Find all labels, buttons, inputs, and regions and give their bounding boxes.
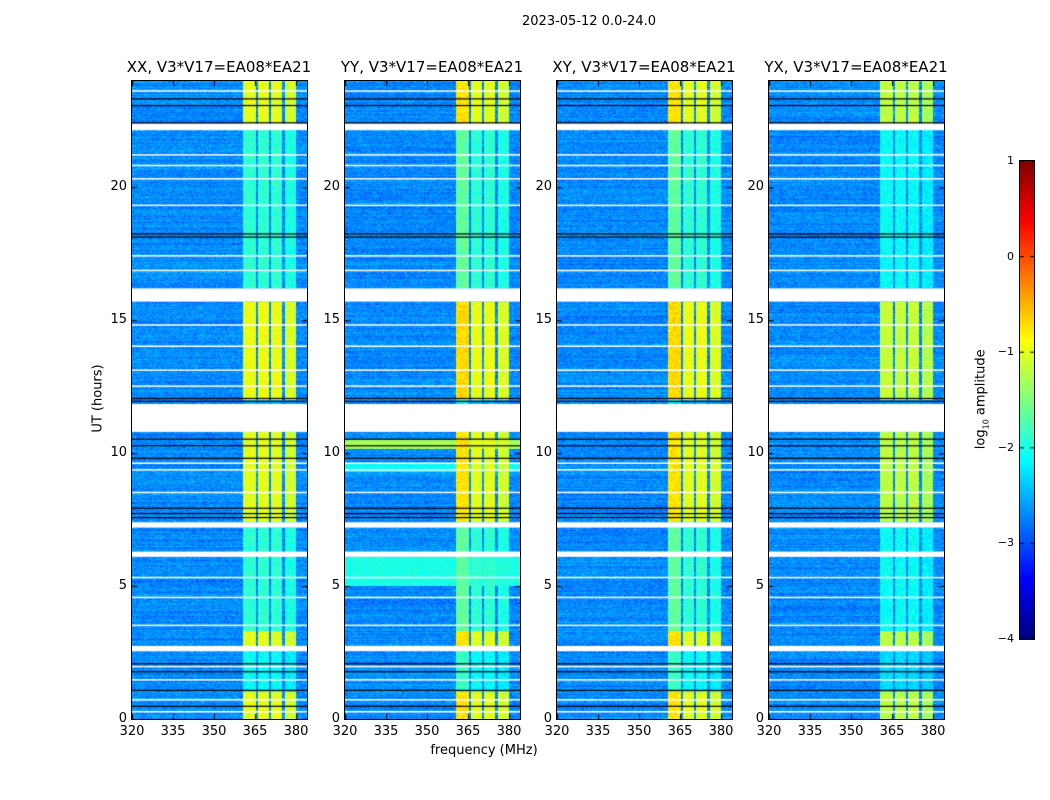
x-tick-label: 335 [160, 724, 186, 739]
panel-title: YX, V3*V17=EA08*EA21 [764, 58, 948, 76]
x-tick-label: 380 [496, 724, 522, 739]
heatmap-image [132, 81, 307, 719]
x-tick-label: 320 [756, 724, 782, 739]
y-tick-label: 15 [535, 312, 552, 328]
y-tick-label: 0 [755, 711, 764, 726]
colorbar [1019, 160, 1035, 640]
heatmap-image [345, 81, 520, 719]
y-tick-label: 20 [110, 179, 127, 195]
panel-title: XX, V3*V17=EA08*EA21 [126, 58, 312, 76]
x-tick-label: 320 [119, 724, 145, 739]
y-tick-label: 20 [747, 179, 764, 195]
x-tick-label: 365 [242, 724, 268, 739]
y-tick-label: 5 [331, 578, 340, 594]
y-tick-label: 10 [323, 445, 340, 461]
y-tick-label: 20 [535, 179, 552, 195]
colorbar-tick-label: −4 [997, 632, 1014, 645]
y-tick-label: 10 [110, 445, 127, 461]
x-tick-label: 365 [455, 724, 481, 739]
heatmap-image [769, 81, 944, 719]
y-tick-label: 15 [747, 312, 764, 328]
heatmap-image [557, 81, 732, 719]
x-tick-label: 335 [797, 724, 823, 739]
y-axis-label: UT (hours) [90, 364, 106, 433]
y-tick-label: 15 [323, 312, 340, 328]
colorbar-tick-label: −1 [997, 345, 1014, 359]
y-tick-label: 10 [535, 445, 552, 461]
figure-title: 2023-05-12 0.0-24.0 [522, 14, 656, 29]
y-tick-label: 5 [118, 578, 127, 594]
y-tick-label: 5 [543, 578, 552, 594]
x-tick-label: 350 [838, 724, 864, 739]
x-tick-label: 380 [708, 724, 734, 739]
x-axis-label: frequency (MHz) [430, 743, 538, 758]
y-tick-label: 15 [110, 312, 127, 328]
y-tick-label: 10 [747, 445, 764, 461]
x-tick-label: 365 [879, 724, 905, 739]
y-tick-label: 0 [543, 711, 552, 726]
x-tick-label: 320 [544, 724, 570, 739]
y-tick-label: 5 [755, 578, 764, 594]
colorbar-label: log10 amplitude [973, 349, 991, 450]
x-tick-label: 380 [283, 724, 309, 739]
heatmap-panel-xx [131, 80, 308, 720]
x-tick-label: 350 [414, 724, 440, 739]
colorbar-tick-label: −3 [997, 536, 1014, 550]
colorbar-tick-label: 0 [1007, 249, 1014, 263]
x-tick-label: 335 [373, 724, 399, 739]
y-tick-label: 20 [323, 179, 340, 195]
x-tick-label: 380 [920, 724, 946, 739]
x-tick-label: 350 [201, 724, 227, 739]
heatmap-panel-yx [768, 80, 945, 720]
colorbar-gradient [1020, 161, 1034, 639]
heatmap-panel-yy [344, 80, 521, 720]
y-tick-label: 0 [331, 711, 340, 726]
x-tick-label: 350 [626, 724, 652, 739]
panel-title: XY, V3*V17=EA08*EA21 [552, 58, 736, 76]
x-tick-label: 335 [585, 724, 611, 739]
x-tick-label: 320 [332, 724, 358, 739]
colorbar-tick-label: 1 [1007, 154, 1014, 167]
colorbar-tick-label: −2 [997, 440, 1014, 454]
y-tick-label: 0 [118, 711, 127, 726]
heatmap-panel-xy [556, 80, 733, 720]
x-tick-label: 365 [667, 724, 693, 739]
panel-title: YY, V3*V17=EA08*EA21 [340, 58, 524, 76]
